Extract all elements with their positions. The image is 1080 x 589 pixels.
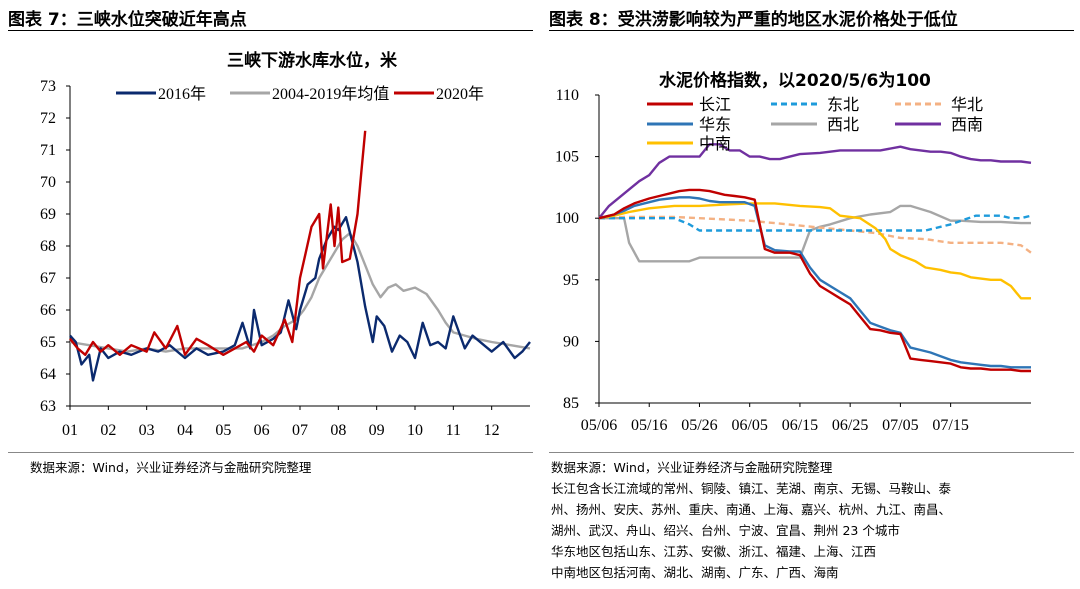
- legend-label: 2020年: [436, 85, 484, 103]
- y-tick-label: 70: [40, 174, 56, 191]
- x-tick-label: 05: [215, 422, 231, 439]
- y-tick-label: 85: [563, 395, 579, 412]
- x-tick-label: 11: [446, 422, 461, 439]
- series-line-2: [598, 215, 1032, 254]
- right-source-line: 州、扬州、安庆、苏州、重庆、南通、上海、嘉兴、杭州、九江、南昌、: [551, 502, 952, 517]
- y-tick-label: 110: [556, 87, 579, 104]
- y-tick-label: 90: [563, 333, 579, 350]
- left-figure-title: 图表 7：三峡水位突破近年高点: [8, 10, 247, 30]
- y-tick-label: 64: [40, 366, 56, 383]
- x-tick-label: 12: [484, 422, 500, 439]
- water-level-chart: 63 64 65 66 67 68 69 70 71 72 73 01 02 03 04 05 06 07 08 09…: [40, 78, 531, 439]
- series-line-0: [598, 188, 1031, 373]
- right-source-rule: [549, 452, 1074, 453]
- x-tick-label: 05/06: [581, 417, 617, 434]
- y-tick-label: 63: [40, 398, 56, 415]
- y-tick-label: 66: [40, 302, 56, 319]
- legend-label: 2016年: [158, 85, 206, 103]
- x-tick-label: 06/15: [782, 417, 818, 434]
- legend-label: 东北: [827, 96, 859, 114]
- right-source-line: 华东地区包括山东、江苏、安徽、浙江、福建、上海、江西: [551, 544, 877, 559]
- y-tick-label: 67: [40, 270, 56, 287]
- y-tick-label: 71: [40, 142, 56, 159]
- right-chart-panel: 水泥价格指数，以2020/5/6为100 85 90 95 100 105 110 05/0…: [549, 36, 1077, 448]
- legend-label: 2004-2019年均值: [272, 85, 389, 103]
- left-source-rule: [8, 452, 533, 453]
- series-line-5: [598, 143, 1032, 219]
- y-tick-label: 100: [555, 210, 579, 227]
- x-tick-label: 03: [139, 422, 155, 439]
- y-tick-label: 95: [563, 272, 579, 289]
- series-line-6: [598, 202, 1031, 300]
- right-title-rule: [549, 30, 1074, 31]
- legend-label: 华北: [951, 96, 983, 114]
- legend-label: 西南: [951, 116, 983, 134]
- series-line-3: [598, 196, 1031, 369]
- right-source-line: 中南地区包括河南、湖北、湖南、广东、广西、海南: [551, 565, 839, 580]
- left-title-rule: [8, 30, 533, 31]
- y-tick-label: 73: [40, 78, 56, 95]
- x-tick-label: 05/26: [681, 417, 717, 434]
- left-chart-panel: 三峡下游水库水位，米 63 64 65 66 67 68 69 70 71 72 73 01 02 03 0…: [8, 36, 536, 448]
- x-tick-label: 08: [330, 422, 346, 439]
- y-tick-label: 68: [40, 238, 56, 255]
- legend-label: 长江: [699, 96, 731, 114]
- x-tick-label: 02: [100, 422, 116, 439]
- legend-label: 华东: [699, 116, 731, 134]
- left-chart-title: 三峡下游水库水位，米: [227, 51, 397, 71]
- series-line-4: [599, 204, 1031, 263]
- left-source-note: 数据来源：Wind，兴业证券经济与金融研究院整理: [30, 460, 312, 475]
- x-tick-label: 06/25: [832, 417, 868, 434]
- cement-price-chart: 85 90 95 100 105 110 05/06 05/16 05/26 06/05 06/15…: [555, 87, 1032, 434]
- series-line-2: [69, 130, 367, 356]
- x-tick-label: 10: [407, 422, 423, 439]
- x-tick-label: 06/05: [731, 417, 767, 434]
- x-tick-label: 04: [177, 422, 193, 439]
- right-chart-title: 水泥价格指数，以2020/5/6为100: [659, 71, 931, 91]
- right-figure-title: 图表 8：受洪涝影响较为严重的地区水泥价格处于低位: [549, 10, 958, 30]
- y-tick-label: 105: [555, 149, 579, 166]
- x-tick-label: 07/15: [932, 417, 968, 434]
- x-tick-label: 06: [254, 422, 270, 439]
- right-source-line: 数据来源：Wind，兴业证券经济与金融研究院整理: [551, 460, 833, 475]
- legend-label: 中南: [699, 135, 731, 153]
- series-line-1: [599, 214, 1032, 232]
- y-tick-label: 69: [40, 206, 56, 223]
- x-tick-label: 07: [292, 422, 308, 439]
- right-source-notes: 数据来源：Wind，兴业证券经济与金融研究院整理 长江包含长江流域的常州、铜陵、…: [551, 457, 951, 583]
- right-source-line: 湖州、武汉、舟山、绍兴、台州、宁波、宜昌、荆州 23 个城市: [551, 523, 900, 538]
- y-tick-label: 72: [40, 110, 56, 127]
- series-line-1: [69, 231, 531, 353]
- x-tick-label: 09: [369, 422, 385, 439]
- x-tick-label: 01: [62, 422, 78, 439]
- x-tick-label: 05/16: [631, 417, 667, 434]
- x-tick-label: 07/05: [882, 417, 918, 434]
- legend-label: 西北: [827, 116, 859, 134]
- right-source-line: 长江包含长江流域的常州、铜陵、镇江、芜湖、南京、无锡、马鞍山、泰: [551, 481, 952, 496]
- y-tick-label: 65: [40, 334, 56, 351]
- series-line-0: [69, 215, 531, 382]
